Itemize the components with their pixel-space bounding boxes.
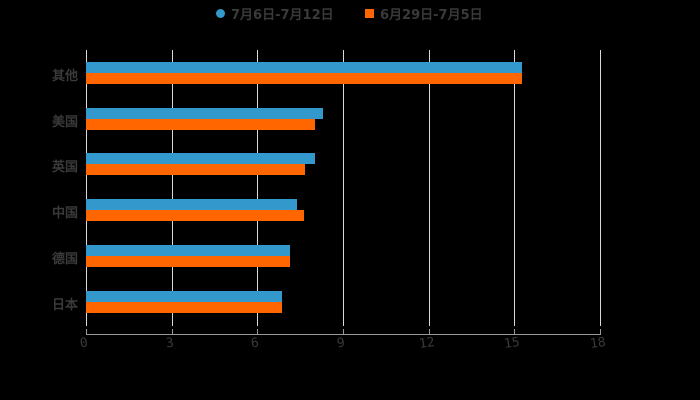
bar-德国-series-0[interactable]	[86, 245, 290, 256]
x-tick-label: 12	[418, 334, 436, 353]
y-category-label: 中国	[51, 206, 78, 221]
gridline	[600, 50, 601, 326]
y-category-label: 德国	[51, 252, 78, 267]
x-tick-label: 3	[164, 335, 175, 352]
x-tick	[514, 329, 515, 335]
gridline	[257, 50, 258, 326]
legend-label: 7月6日-7月12日	[231, 7, 334, 23]
bar-中国-series-0[interactable]	[86, 199, 297, 210]
bar-其他-series-0[interactable]	[86, 62, 522, 73]
y-category-label: 日本	[51, 298, 78, 313]
bar-美国-series-1[interactable]	[86, 119, 315, 130]
y-category-label: 英国	[51, 160, 78, 175]
gridline	[86, 50, 87, 326]
bar-日本-series-1[interactable]	[86, 302, 282, 313]
x-tick	[429, 329, 430, 335]
gridline	[172, 50, 173, 326]
x-axis-line	[86, 334, 600, 335]
x-tick	[343, 329, 344, 335]
bar-日本-series-0[interactable]	[86, 291, 282, 302]
x-tick-label: 0	[78, 335, 89, 352]
bar-中国-series-1[interactable]	[86, 210, 304, 221]
legend-item-series-0[interactable]: 7月6日-7月12日	[216, 4, 334, 23]
gridline	[343, 50, 344, 326]
gridline	[514, 50, 515, 326]
x-tick	[172, 329, 173, 335]
legend-label: 6月29日-7月5日	[380, 7, 483, 23]
legend: 7月6日-7月12日 6月29日-7月5日	[0, 4, 700, 23]
x-tick-label: 15	[503, 334, 521, 353]
gridline	[429, 50, 430, 326]
x-tick-label: 9	[335, 335, 346, 352]
x-tick-label: 18	[589, 334, 607, 353]
legend-item-series-1[interactable]: 6月29日-7月5日	[365, 4, 483, 23]
x-tick	[257, 329, 258, 335]
x-tick	[600, 329, 601, 335]
bar-英国-series-1[interactable]	[86, 164, 305, 175]
y-category-label: 其他	[51, 69, 78, 84]
bar-德国-series-1[interactable]	[86, 256, 290, 267]
y-category-label: 美国	[51, 115, 78, 130]
legend-dot-icon	[216, 8, 225, 18]
bar-英国-series-0[interactable]	[86, 153, 315, 164]
x-tick-label: 6	[249, 335, 260, 352]
bar-美国-series-0[interactable]	[86, 108, 323, 119]
legend-square-icon	[365, 8, 374, 18]
bar-其他-series-1[interactable]	[86, 73, 522, 84]
x-tick	[86, 329, 87, 335]
